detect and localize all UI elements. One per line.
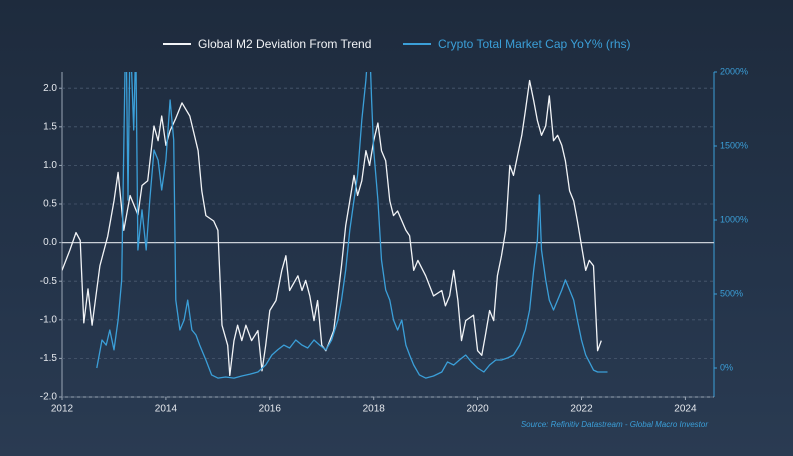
y-tick-label: 0.5 [43, 199, 57, 210]
y2-tick-label: 1000% [720, 214, 748, 224]
x-tick-label: 2020 [466, 404, 489, 415]
y-tick-label: -1.0 [40, 314, 58, 325]
x-tick-label: 2016 [259, 404, 282, 415]
y-tick-label: -1.5 [40, 353, 58, 364]
x-tick-label: 2018 [363, 404, 386, 415]
y2-tick-label: 1500% [720, 140, 748, 150]
y-tick-label: -2.0 [40, 392, 58, 403]
series-line [62, 79, 602, 377]
x-tick-label: 2022 [570, 404, 593, 415]
legend-label: Crypto Total Market Cap YoY% (rhs) [438, 37, 631, 51]
plot-area [62, 72, 608, 379]
y2-tick-label: 500% [720, 288, 743, 298]
y2-tick-label: 0% [720, 362, 733, 372]
y-tick-label: 1.0 [43, 160, 57, 171]
x-tick-label: 2024 [674, 404, 697, 415]
y-tick-label: 2.0 [43, 83, 57, 94]
y-tick-label: -0.5 [40, 276, 58, 287]
y-tick-label: 1.5 [43, 121, 57, 132]
x-tick-label: 2012 [51, 404, 74, 415]
x-tick-label: 2014 [155, 404, 178, 415]
grid [62, 87, 714, 398]
y2-tick-label: 2000% [720, 66, 748, 76]
y-tick-label: 0.0 [43, 237, 57, 248]
legend: Global M2 Deviation From Trend Crypto To… [163, 37, 631, 51]
legend-label: Global M2 Deviation From Trend [198, 37, 371, 51]
series-line [96, 72, 608, 379]
source-note: Source: Refinitiv Datastream - Global Ma… [521, 420, 709, 429]
